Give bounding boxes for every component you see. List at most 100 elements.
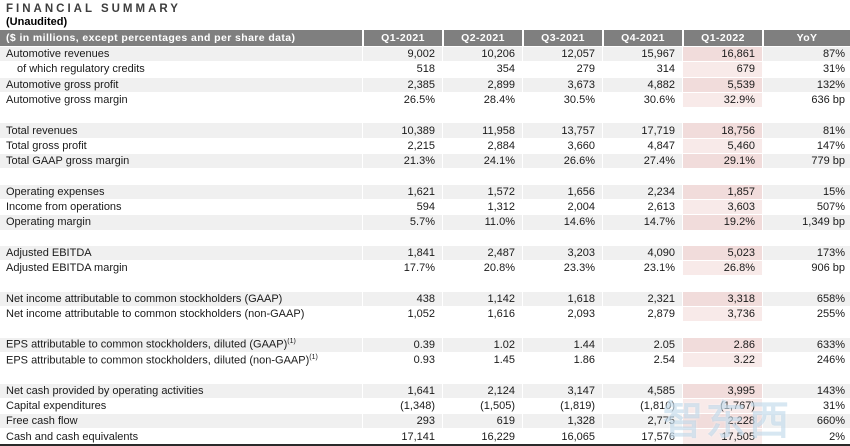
row-label: Income from operations	[0, 198, 362, 215]
cell-q3-2021: 23.3%	[522, 260, 602, 276]
cell-q1-2022: 2.86	[682, 336, 762, 352]
cell-q4-2021: 2,775	[602, 413, 682, 429]
cell-q3-2021: 2,093	[522, 306, 602, 322]
table-row: Total revenues 10,389 11,958 13,757 17,719 18…	[0, 122, 850, 138]
cell-q3-2021: 30.5%	[522, 91, 602, 108]
section-gap	[0, 275, 850, 291]
cell-yoy: 147%	[762, 137, 850, 154]
cell-q4-2021: 4,090	[602, 244, 682, 261]
cell-q1-2022: 3,603	[682, 198, 762, 215]
cell-q1-2022: 29.1%	[682, 153, 762, 169]
cell-q3-2021: 26.6%	[522, 153, 602, 169]
cell-yoy: 779 bp	[762, 153, 850, 169]
cell-q2-2021: 1,312	[442, 198, 522, 215]
table-row: EPS attributable to common stockholders,…	[0, 351, 850, 368]
row-label: Automotive gross margin	[0, 91, 362, 108]
cell-q4-2021: 27.4%	[602, 153, 682, 169]
cell-yoy: 633%	[762, 336, 850, 352]
cell-q4-2021: 17,576	[602, 428, 682, 444]
cell-q4-2021: 15,967	[602, 46, 682, 62]
cell-yoy: 660%	[762, 413, 850, 429]
column-header-q1-2022: Q1-2022	[682, 30, 762, 46]
cell-q4-2021: 4,847	[602, 137, 682, 154]
column-header-q4-2021: Q4-2021	[602, 30, 682, 46]
row-label: Adjusted EBITDA margin	[0, 260, 362, 276]
cell-q4-2021: 17,719	[602, 122, 682, 138]
cell-q4-2021: 314	[602, 61, 682, 77]
section-gap	[0, 229, 850, 245]
cell-q1-2022: 16,861	[682, 46, 762, 62]
cell-yoy: 906 bp	[762, 260, 850, 276]
cell-q4-2021: 30.6%	[602, 91, 682, 108]
table-row: Capital expenditures (1,348) (1,505) (1,819…	[0, 397, 850, 414]
row-label: Operating margin	[0, 214, 362, 230]
cell-q1-2021: 17,141	[362, 428, 442, 444]
cell-q2-2021: 1,142	[442, 290, 522, 307]
cell-q4-2021: 2,321	[602, 290, 682, 307]
cell-q3-2021: 3,203	[522, 244, 602, 261]
cell-q1-2022: 3.22	[682, 351, 762, 368]
cell-yoy: 15%	[762, 183, 850, 199]
table-row: Operating margin 5.7% 11.0% 14.6% 14.7% 19.2%…	[0, 214, 850, 230]
cell-q1-2021: 26.5%	[362, 91, 442, 108]
cell-q3-2021: 14.6%	[522, 214, 602, 230]
cell-q3-2021: 1.86	[522, 351, 602, 368]
cell-q2-2021: 1,572	[442, 183, 522, 199]
table-row: of which regulatory credits 518 354 279 314 6…	[0, 61, 850, 77]
cell-q1-2022: (1,767)	[682, 397, 762, 414]
cell-q3-2021: 1,328	[522, 413, 602, 429]
section-gap	[0, 107, 850, 123]
cell-yoy: 507%	[762, 198, 850, 215]
cell-q2-2021: 619	[442, 413, 522, 429]
cell-q2-2021: 24.1%	[442, 153, 522, 169]
table-row: Automotive gross profit 2,385 2,899 3,673 4,…	[0, 76, 850, 92]
cell-yoy: 255%	[762, 306, 850, 322]
cell-q4-2021: 23.1%	[602, 260, 682, 276]
cell-q2-2021: 20.8%	[442, 260, 522, 276]
cell-q1-2022: 3,318	[682, 290, 762, 307]
cell-q2-2021: 2,124	[442, 382, 522, 398]
section-gap	[0, 367, 850, 383]
table-row: Automotive gross margin 26.5% 28.4% 30.5% 30…	[0, 91, 850, 108]
cell-q4-2021: 14.7%	[602, 214, 682, 230]
cell-q1-2021: 594	[362, 198, 442, 215]
cell-q4-2021: 2.54	[602, 351, 682, 368]
cell-q1-2021: 518	[362, 61, 442, 77]
table-row: Net income attributable to common stockh…	[0, 306, 850, 322]
cell-q1-2021: 1,641	[362, 382, 442, 398]
cell-q4-2021: 2,613	[602, 198, 682, 215]
cell-q2-2021: 354	[442, 61, 522, 77]
section-gap-cell	[0, 107, 850, 123]
section-gap	[0, 168, 850, 184]
table-row: Automotive revenues 9,002 10,206 12,057 15,9…	[0, 46, 850, 62]
cell-q1-2022: 26.8%	[682, 260, 762, 276]
cell-q1-2022: 679	[682, 61, 762, 77]
cell-yoy: 246%	[762, 351, 850, 368]
cell-q2-2021: 28.4%	[442, 91, 522, 108]
cell-q2-2021: 1,616	[442, 306, 522, 322]
cell-q3-2021: 1.44	[522, 336, 602, 352]
row-label: EPS attributable to common stockholders,…	[0, 336, 362, 352]
cell-q1-2021: 5.7%	[362, 214, 442, 230]
cell-q1-2021: (1,348)	[362, 397, 442, 414]
cell-q1-2022: 5,539	[682, 76, 762, 92]
cell-q1-2022: 17,505	[682, 428, 762, 444]
row-label: Cash and cash equivalents	[0, 428, 362, 444]
cell-yoy: 87%	[762, 46, 850, 62]
cell-q1-2022: 19.2%	[682, 214, 762, 230]
cell-q4-2021: 4,585	[602, 382, 682, 398]
footnote-marker: (1)	[287, 338, 296, 346]
cell-yoy: 81%	[762, 122, 850, 138]
footnote-marker: (1)	[309, 353, 318, 361]
cell-q3-2021: 2,004	[522, 198, 602, 215]
row-label: Adjusted EBITDA	[0, 244, 362, 261]
row-label: of which regulatory credits	[0, 61, 362, 77]
row-label: Net income attributable to common stockh…	[0, 290, 362, 307]
page-title: FINANCIAL SUMMARY	[6, 3, 181, 15]
cell-q3-2021: 3,147	[522, 382, 602, 398]
column-header-q2-2021: Q2-2021	[442, 30, 522, 46]
cell-q1-2021: 0.39	[362, 336, 442, 352]
cell-q2-2021: 16,229	[442, 428, 522, 444]
cell-q1-2022: 32.9%	[682, 91, 762, 108]
